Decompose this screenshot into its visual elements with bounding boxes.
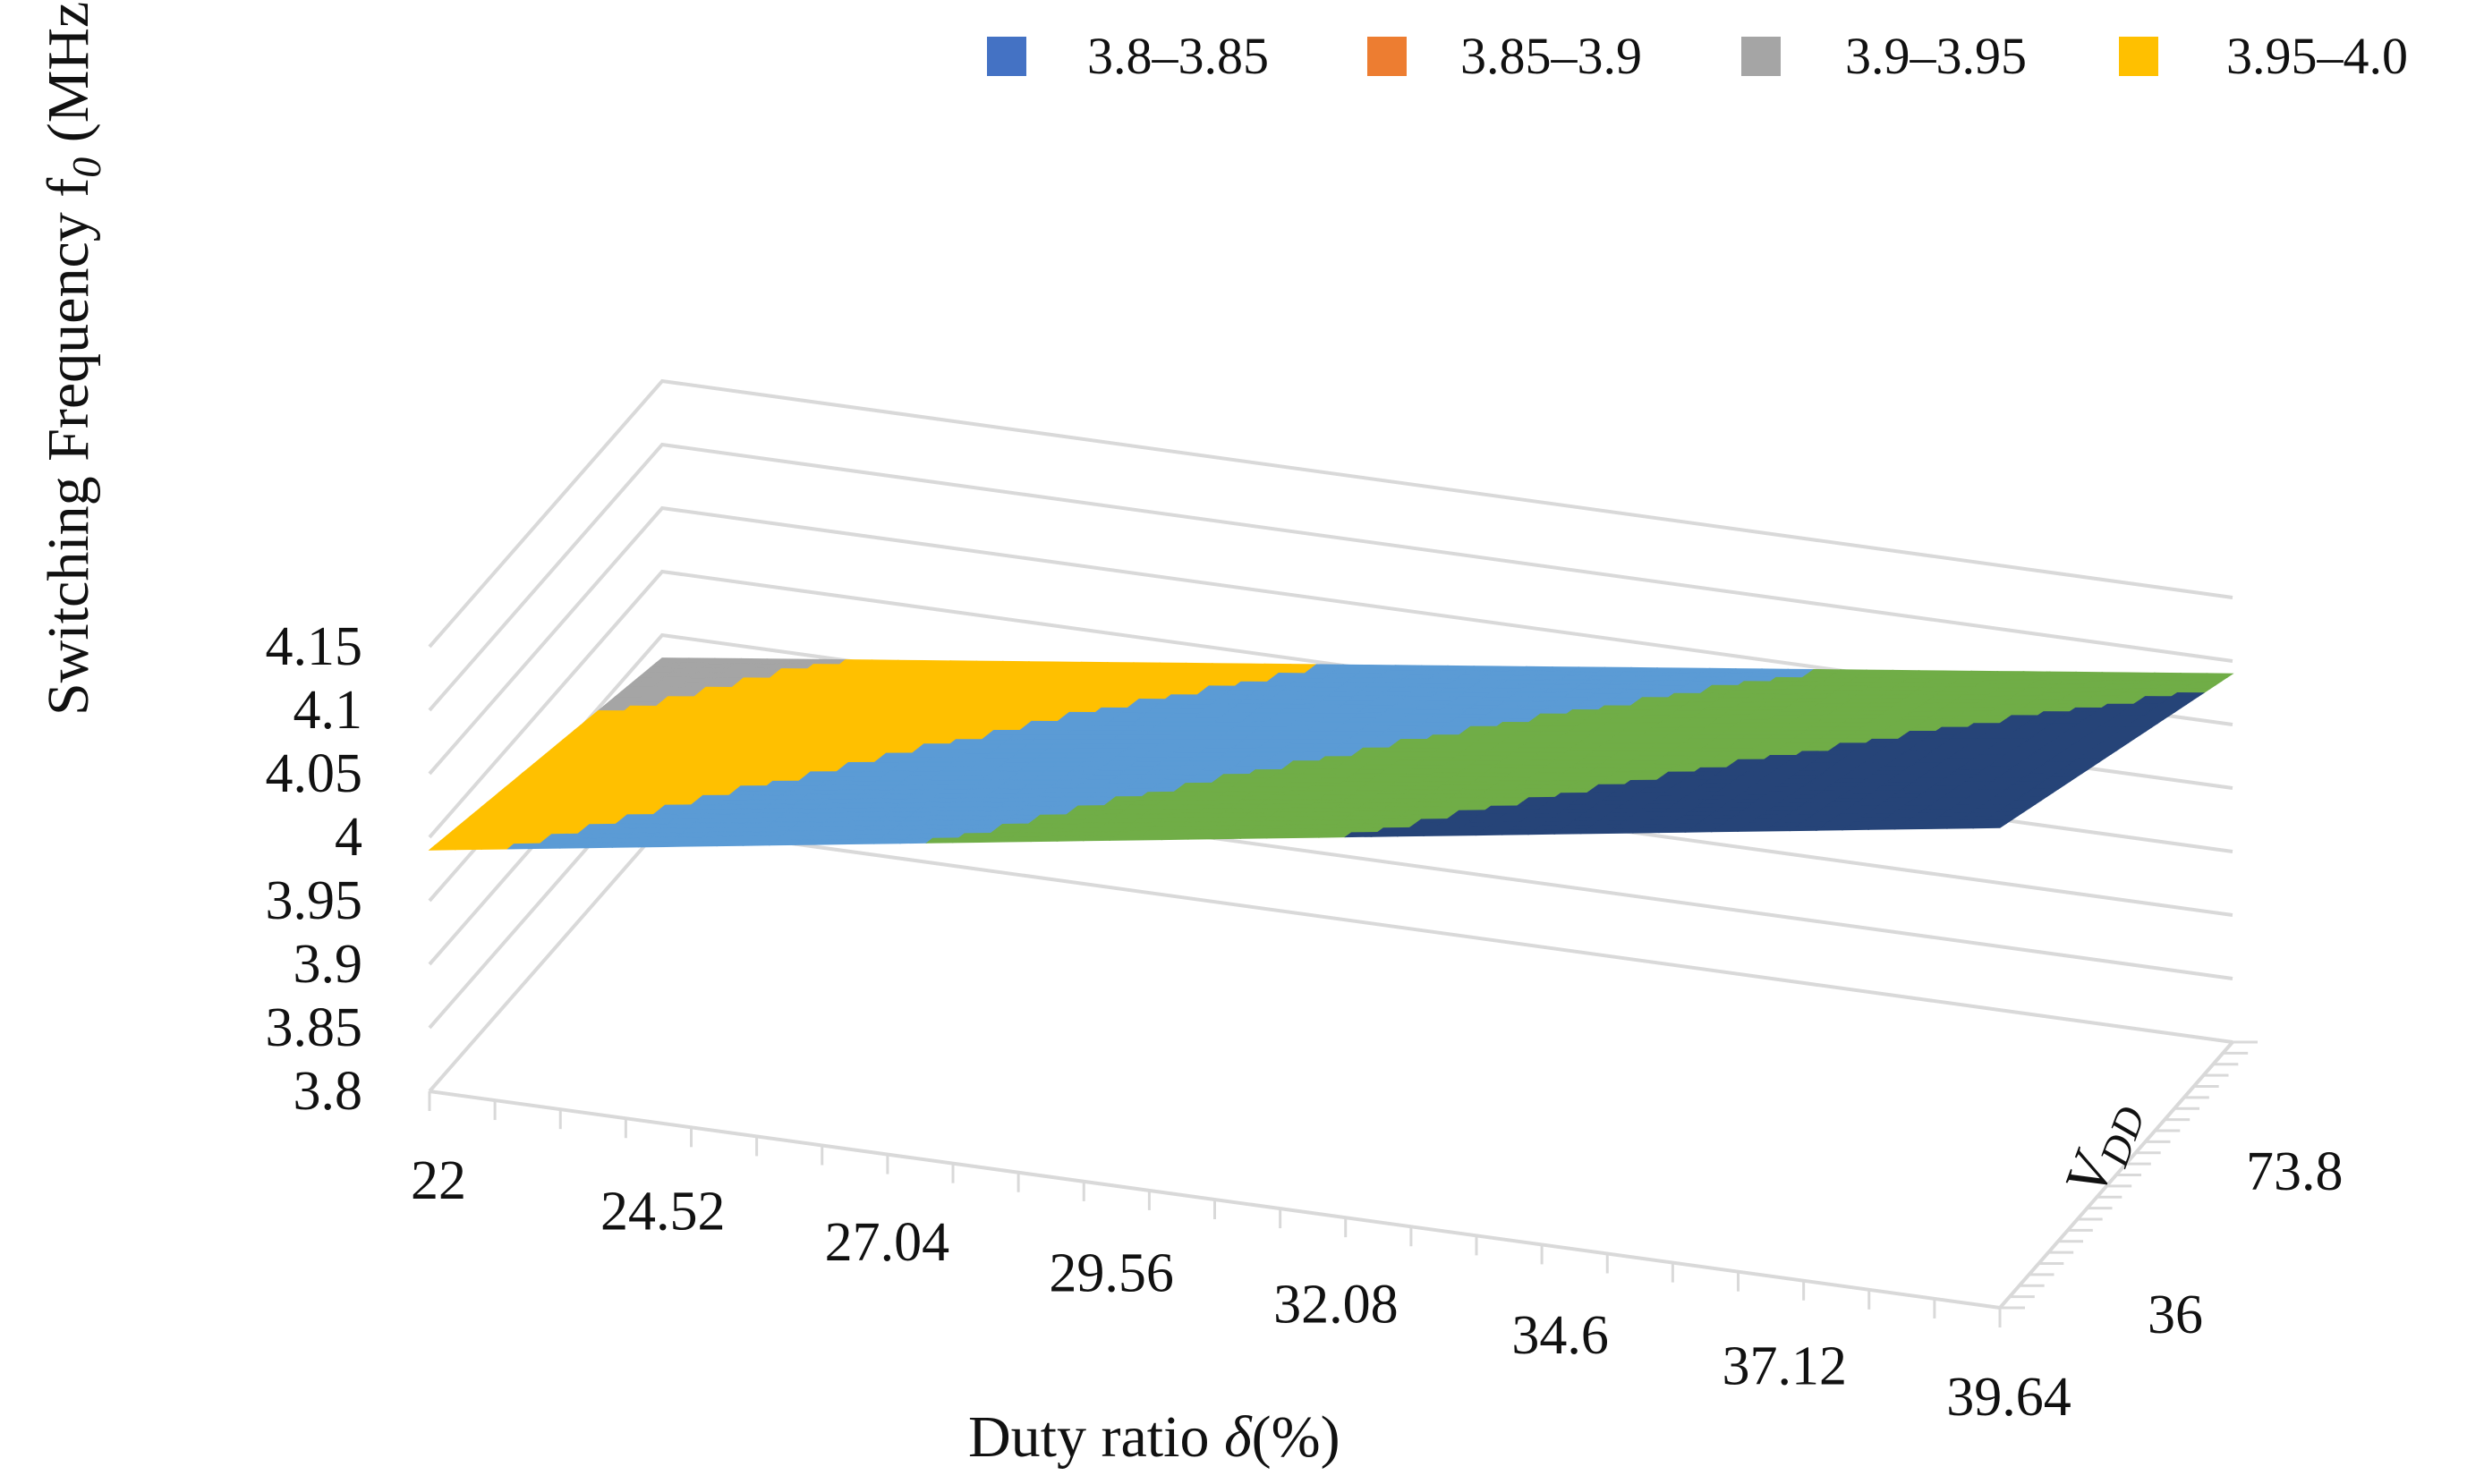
surface-patch — [2071, 758, 2106, 763]
surface-patch — [2105, 734, 2141, 740]
z-tick-label: 3.8 — [293, 1061, 363, 1122]
y-tick-label: 73.8 — [2246, 1141, 2344, 1202]
surface-patch — [2140, 711, 2176, 717]
x-tick-label: 27.04 — [825, 1212, 950, 1273]
x-axis-title: Duty ratio δ(%) — [968, 1404, 1340, 1470]
surface-patch — [2129, 719, 2165, 725]
surface-patch — [2112, 731, 2148, 736]
legend-swatch — [987, 37, 1026, 76]
legend-swatch — [2119, 37, 2158, 76]
y-tick-label: 36 — [2148, 1285, 2203, 1345]
x-tick-label: 24.52 — [600, 1182, 726, 1242]
z-tick-label: 4.05 — [266, 743, 363, 804]
legend-label: 3.95–4.0 — [2226, 27, 2408, 85]
surface-patch — [2082, 750, 2118, 756]
surface-patch — [2123, 723, 2159, 728]
x-tick-label: 37.12 — [1723, 1336, 1848, 1396]
legend: 3.8–3.85 3.85–3.9 3.9–3.95 3.95–4.0 — [987, 27, 2408, 85]
gridline — [428, 442, 2233, 712]
surface-patch — [2135, 715, 2171, 721]
surface-patch — [2182, 684, 2217, 690]
surface-patch — [2164, 696, 2199, 701]
surface-patch — [2147, 708, 2182, 713]
legend-label: 3.8–3.85 — [1087, 27, 1269, 85]
surface-patch — [2094, 742, 2130, 748]
gridline — [428, 505, 2233, 776]
surface-patch — [2077, 753, 2113, 759]
x-tick-label: 29.56 — [1049, 1243, 1174, 1304]
gridline — [428, 823, 2233, 1093]
y-axis-title: VDD — [2052, 1091, 2154, 1206]
z-axis-title: Switching Frequency f0 (MHz) — [36, 0, 109, 716]
surface-patch — [2175, 688, 2211, 694]
legend-swatch — [1367, 37, 1407, 76]
surface-plot — [428, 657, 2234, 851]
surface-patch — [2187, 680, 2223, 686]
z-tick-label: 4 — [335, 807, 362, 868]
legend-label: 3.85–3.9 — [1460, 27, 1642, 85]
surface-patch — [2100, 738, 2136, 744]
surface-patch — [2088, 746, 2124, 751]
x-tick-label: 32.08 — [1273, 1274, 1399, 1335]
z-tick-label: 4.15 — [266, 616, 363, 677]
gridline — [428, 378, 2233, 649]
z-tick-label: 3.95 — [266, 870, 363, 931]
surface-patch — [1972, 823, 2008, 829]
floor-ticks — [428, 1040, 2258, 1327]
x-tick-label: 22 — [411, 1150, 466, 1211]
x-axis-tick-labels: 22 24.52 27.04 29.56 32.08 34.6 37.12 39.64 — [411, 1150, 2071, 1428]
x-tick-label: 34.6 — [1511, 1305, 1609, 1366]
surface-patch — [2158, 700, 2194, 706]
z-tick-label: 3.85 — [266, 997, 363, 1058]
surface-patch — [2117, 726, 2153, 733]
legend-label: 3.9–3.95 — [1845, 27, 2027, 85]
legend-swatch — [1741, 37, 1781, 76]
surface-patch — [2170, 691, 2206, 698]
x-tick-label: 39.64 — [1946, 1367, 2071, 1428]
z-tick-label: 4.1 — [293, 680, 363, 741]
surface-patch — [2152, 703, 2188, 709]
z-tick-label: 3.9 — [293, 934, 363, 995]
